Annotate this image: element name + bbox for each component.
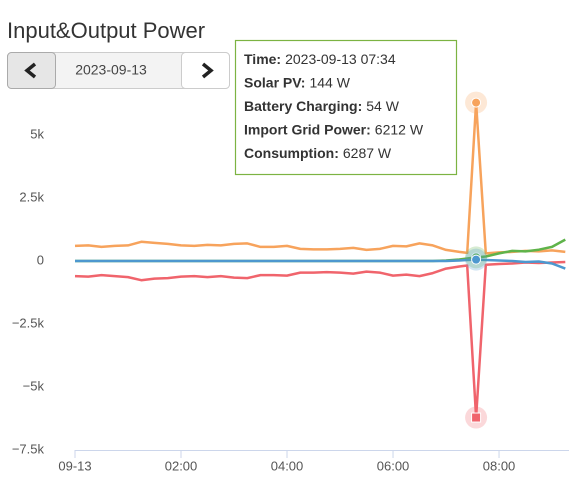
x-tick-label: 06:00: [377, 458, 410, 473]
tooltip-value: 6212 W: [375, 121, 424, 137]
tooltip-label: Import Grid Power:: [244, 121, 371, 137]
tooltip-label: Solar PV:: [244, 74, 305, 90]
tooltip-value: 2023-09-13 07:34: [285, 51, 396, 67]
x-tick-label: 02:00: [165, 458, 198, 473]
x-tick-label: 04:00: [271, 458, 304, 473]
next-button[interactable]: [181, 52, 230, 89]
tooltip-row: Time: 2023-09-13 07:34: [244, 51, 396, 67]
date-text[interactable]: 2023-09-13: [75, 62, 147, 78]
y-tick-label: 5k: [30, 126, 44, 141]
tooltip-row: Battery Charging: 54 W: [244, 98, 400, 114]
hover-marker: [471, 412, 482, 423]
tooltip-row: Solar PV: 144 W: [244, 74, 351, 90]
tooltip-label: Time:: [244, 51, 281, 67]
next-icon: [201, 62, 214, 79]
series-line: [75, 258, 566, 270]
tooltip: Time: 2023-09-13 07:34 Solar PV: 144 W Batte…: [234, 39, 458, 176]
hover-marker: [471, 97, 482, 108]
tooltip-label: Consumption:: [244, 145, 339, 161]
y-tick-label: 2.5k: [19, 189, 44, 204]
tooltip-value: 6287 W: [343, 145, 392, 161]
page-title: Input&Output Power: [7, 18, 205, 43]
y-tick-label: −7.5k: [12, 441, 45, 456]
tooltip-row: Import Grid Power: 6212 W: [244, 121, 424, 137]
tooltip-value: 54 W: [366, 98, 399, 114]
tooltip-row: Consumption: 6287 W: [244, 145, 392, 161]
tooltip-value: 144 W: [309, 74, 350, 90]
y-tick-label: −5k: [23, 378, 45, 393]
hover-marker: [471, 254, 482, 265]
tooltip-label: Battery Charging:: [244, 98, 362, 114]
prev-button[interactable]: [7, 52, 56, 89]
series-line: [74, 101, 566, 255]
prev-icon: [24, 62, 37, 79]
series-line: [74, 260, 566, 419]
x-tick-label: 08:00: [483, 458, 516, 473]
date-picker: 2023-09-13: [7, 52, 230, 89]
tooltip-box: [234, 39, 458, 176]
y-tick-label: −2.5k: [12, 315, 45, 330]
x-tick-label: 09-13: [58, 458, 91, 473]
y-tick-label: 0: [37, 252, 44, 267]
